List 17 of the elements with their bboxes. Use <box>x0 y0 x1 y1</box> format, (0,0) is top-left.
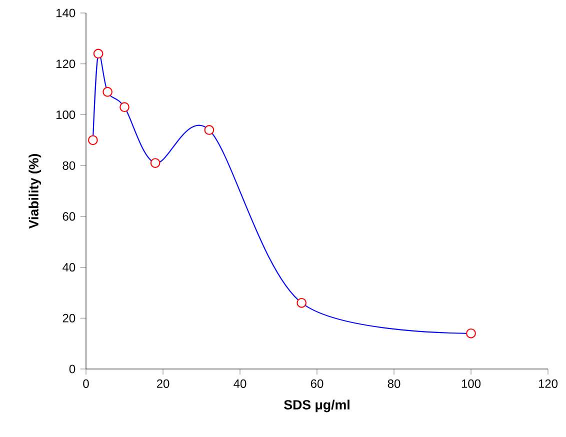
x-tick-label: 120 <box>538 379 558 388</box>
x-tick-label: 40 <box>234 379 246 388</box>
x-tick-label: 0 <box>83 379 89 388</box>
x-tick-label: 100 <box>462 379 481 388</box>
y-tick-label: 120 <box>56 60 76 68</box>
x-axis-title: SDS μg/ml <box>284 400 350 412</box>
x-tick-label: 20 <box>156 379 170 388</box>
y-tick-label: 0 <box>69 364 76 374</box>
y-tick-label: 80 <box>62 161 76 170</box>
x-tick-label: 60 <box>310 379 324 388</box>
x-tick-label: 80 <box>388 379 400 388</box>
y-tick-label: 140 <box>56 8 76 18</box>
y-axis-title: Viability (%) <box>28 154 42 229</box>
y-tick-label: 20 <box>62 314 76 322</box>
y-tick-label: 100 <box>56 110 76 119</box>
y-tick-label: 60 <box>62 212 76 221</box>
y-tick-label: 40 <box>62 263 76 272</box>
